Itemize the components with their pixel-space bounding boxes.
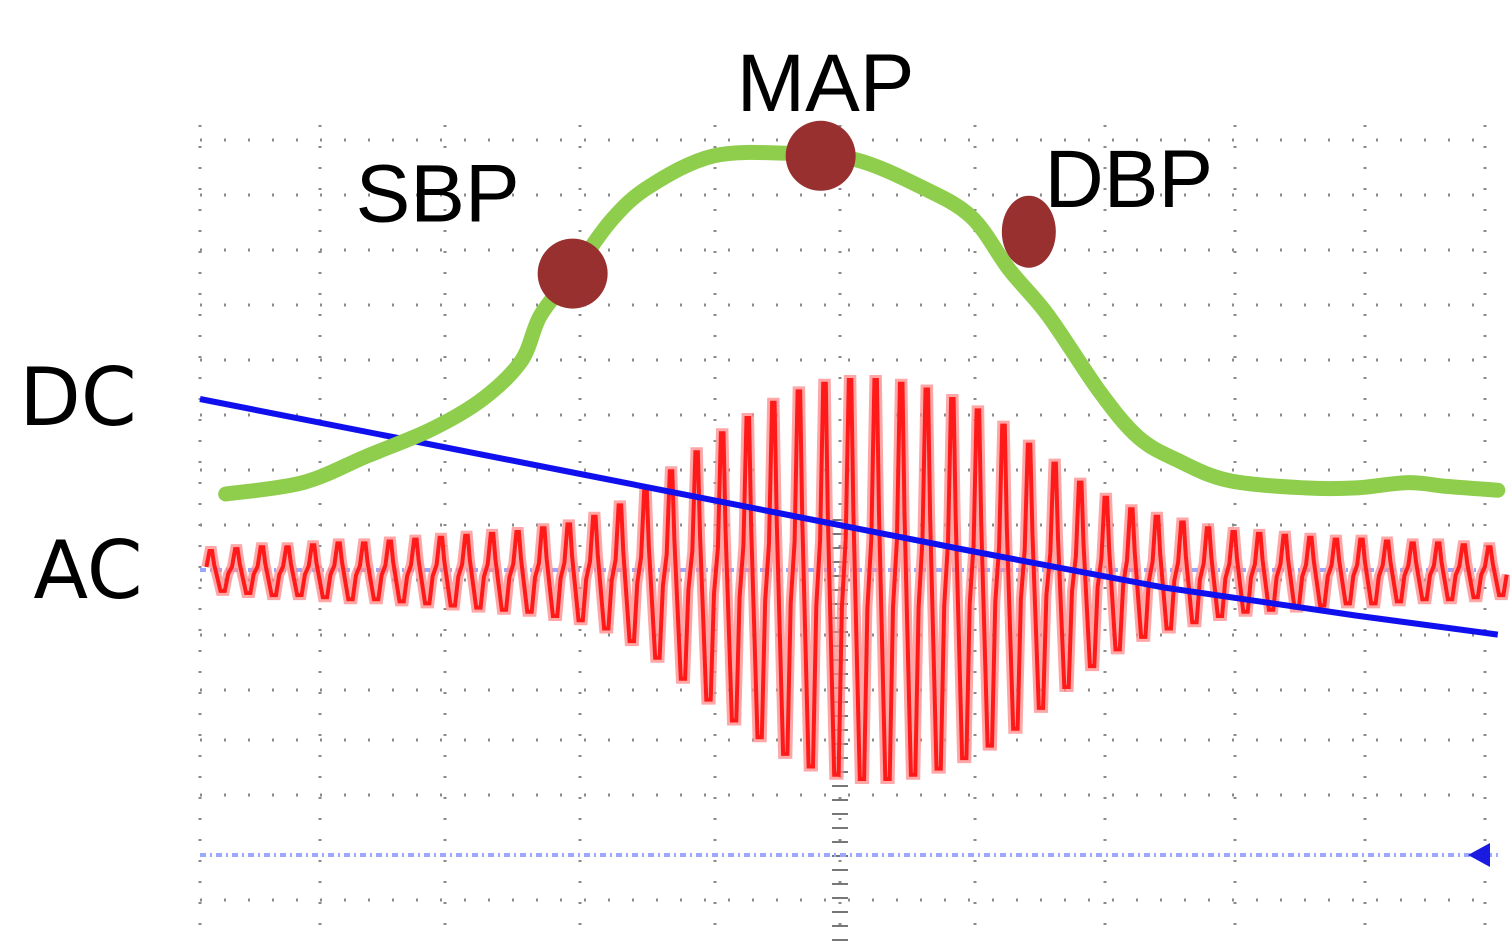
ac-channel-label: AC — [33, 524, 142, 617]
dc-line — [199, 396, 1499, 638]
pressure-markers: SBP MAP DBP — [356, 38, 1214, 309]
dc-trace — [199, 396, 1499, 638]
channel-labels: DC AC — [19, 351, 142, 617]
ac-waveform — [201, 375, 1510, 784]
dc-channel-label: DC — [19, 351, 136, 444]
ac-waveform-line — [204, 378, 1509, 781]
map-marker-dot — [785, 120, 856, 191]
reference-lines — [200, 568, 1498, 867]
envelope-curve — [218, 144, 1506, 502]
envelope-line — [218, 144, 1506, 502]
sbp-marker-dot — [537, 238, 608, 309]
dbp-marker-dot — [1001, 195, 1056, 268]
map-label: MAP — [737, 38, 915, 129]
sbp-label: SBP — [356, 149, 520, 240]
dbp-label: DBP — [1045, 134, 1214, 225]
trigger-arrow-icon — [1468, 843, 1490, 867]
